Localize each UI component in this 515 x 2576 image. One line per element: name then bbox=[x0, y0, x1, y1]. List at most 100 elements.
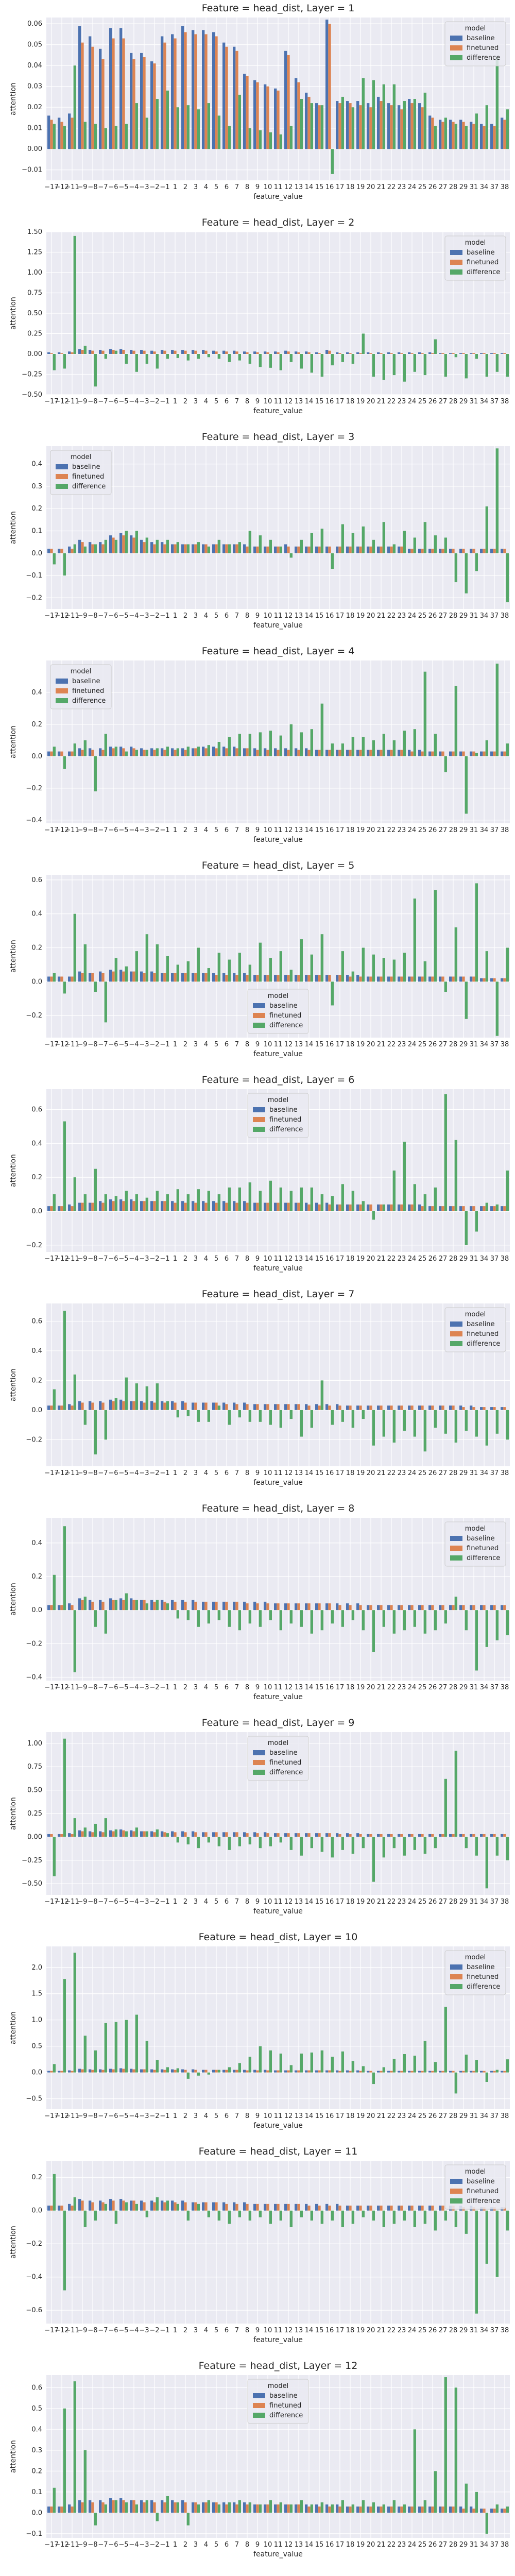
bar-baseline bbox=[490, 2509, 493, 2513]
y-tick-label: −0.4 bbox=[26, 1673, 42, 1681]
x-tick-label: −3 bbox=[139, 398, 149, 405]
bar-finetuned bbox=[472, 2071, 475, 2073]
x-tick-label: 22 bbox=[387, 398, 396, 405]
x-tick-label: −12 bbox=[55, 183, 68, 191]
bar-finetuned bbox=[349, 353, 352, 354]
chart-panel: −0.50 −0.25 0.00 0.25 0.50 0.75 1.00 1.25 1.50 −1… bbox=[0, 214, 515, 429]
bar-baseline bbox=[222, 973, 226, 982]
x-tick-label: 24 bbox=[408, 612, 417, 620]
bar-difference bbox=[320, 2502, 323, 2513]
x-tick-label: −8 bbox=[88, 183, 97, 191]
bar-difference bbox=[217, 742, 220, 756]
bar-finetuned bbox=[204, 2502, 208, 2513]
bar-baseline bbox=[480, 1206, 483, 1212]
x-tick-label: 9 bbox=[255, 826, 260, 834]
bar-baseline bbox=[233, 2502, 236, 2513]
bar-difference bbox=[341, 2500, 344, 2513]
bar-baseline bbox=[264, 84, 267, 149]
x-tick-label: 21 bbox=[377, 2327, 386, 2334]
bar-baseline bbox=[119, 28, 123, 149]
bar-baseline bbox=[418, 750, 421, 756]
x-tick-label: −4 bbox=[129, 183, 139, 191]
bar-finetuned bbox=[215, 36, 218, 149]
x-tick-label: 22 bbox=[387, 1898, 396, 1906]
bar-baseline bbox=[130, 2500, 133, 2513]
x-tick-label: −5 bbox=[118, 826, 128, 834]
bar-finetuned bbox=[349, 1834, 352, 1837]
x-tick-label: 22 bbox=[387, 826, 396, 834]
bar-finetuned bbox=[60, 2206, 63, 2211]
x-tick-label: 6 bbox=[225, 1469, 229, 1477]
bar-finetuned bbox=[359, 2206, 362, 2211]
x-tick-label: −5 bbox=[118, 1898, 128, 1906]
x-tick-label: 20 bbox=[367, 612, 375, 620]
bar-baseline bbox=[130, 535, 133, 553]
bar-finetuned bbox=[194, 1832, 197, 1837]
x-tick-label: 3 bbox=[194, 1255, 198, 1263]
bar-difference bbox=[362, 1201, 365, 1211]
bar-finetuned bbox=[369, 2206, 372, 2211]
bar-difference bbox=[176, 354, 179, 358]
bar-finetuned bbox=[215, 1601, 218, 1611]
bar-difference bbox=[444, 1778, 447, 1837]
bar-difference bbox=[454, 1140, 457, 1211]
bar-finetuned bbox=[287, 2504, 290, 2513]
bar-baseline bbox=[377, 750, 380, 756]
bar-baseline bbox=[58, 1834, 61, 1837]
bar-difference bbox=[197, 542, 200, 553]
bar-baseline bbox=[89, 2069, 92, 2073]
x-tick-label: 38 bbox=[501, 2541, 509, 2549]
bar-finetuned bbox=[132, 2500, 135, 2513]
x-tick-label: 25 bbox=[418, 2112, 427, 2120]
bar-finetuned bbox=[256, 2070, 259, 2073]
bar-difference bbox=[320, 529, 323, 553]
bar-difference bbox=[279, 546, 282, 553]
bar-finetuned bbox=[359, 1834, 362, 1837]
bar-finetuned bbox=[328, 1405, 331, 1410]
x-tick-label: −12 bbox=[55, 612, 68, 620]
x-tick-label: −9 bbox=[77, 1041, 87, 1048]
x-tick-label: 23 bbox=[398, 2541, 406, 2549]
bar-baseline bbox=[274, 748, 277, 756]
bar-finetuned bbox=[215, 2202, 218, 2211]
bar-finetuned bbox=[369, 2071, 372, 2073]
bar-finetuned bbox=[163, 2070, 166, 2073]
bar-finetuned bbox=[194, 1402, 197, 1410]
bar-finetuned bbox=[287, 1404, 290, 1410]
bar-difference bbox=[331, 743, 334, 756]
x-tick-label: 14 bbox=[305, 1255, 314, 1263]
bar-finetuned bbox=[431, 549, 434, 553]
x-tick-label: 6 bbox=[225, 612, 229, 620]
bar-baseline bbox=[490, 1605, 493, 1611]
bar-baseline bbox=[78, 2069, 81, 2073]
bar-finetuned bbox=[163, 350, 166, 354]
bar-finetuned bbox=[338, 353, 341, 354]
bar-difference bbox=[217, 2210, 220, 2221]
bar-baseline bbox=[449, 2506, 452, 2513]
bar-baseline bbox=[408, 2206, 411, 2211]
x-tick-label: 26 bbox=[428, 1255, 437, 1263]
bar-baseline bbox=[212, 1201, 215, 1211]
x-tick-label: 7 bbox=[235, 1684, 239, 1691]
bar-baseline bbox=[470, 1834, 473, 1837]
bar-difference bbox=[135, 951, 138, 982]
bar-baseline bbox=[490, 1834, 493, 1837]
bar-baseline bbox=[181, 1201, 184, 1211]
bar-difference bbox=[63, 981, 66, 994]
bar-difference bbox=[392, 2500, 396, 2513]
y-tick-label: 0.25 bbox=[27, 1810, 42, 1818]
bar-difference bbox=[156, 944, 159, 982]
x-tick-label: 12 bbox=[284, 183, 293, 191]
bar-baseline bbox=[305, 546, 308, 553]
x-tick-label: 20 bbox=[367, 1469, 375, 1477]
bar-baseline bbox=[428, 751, 432, 756]
bar-difference bbox=[320, 354, 323, 377]
bar-difference bbox=[341, 1837, 344, 1850]
y-tick-label: 0.2 bbox=[31, 1377, 42, 1384]
bar-finetuned bbox=[194, 748, 197, 756]
bar-baseline bbox=[346, 1405, 349, 1410]
bar-finetuned bbox=[184, 2070, 187, 2073]
bar-difference bbox=[259, 2046, 262, 2073]
bar-finetuned bbox=[204, 350, 208, 354]
